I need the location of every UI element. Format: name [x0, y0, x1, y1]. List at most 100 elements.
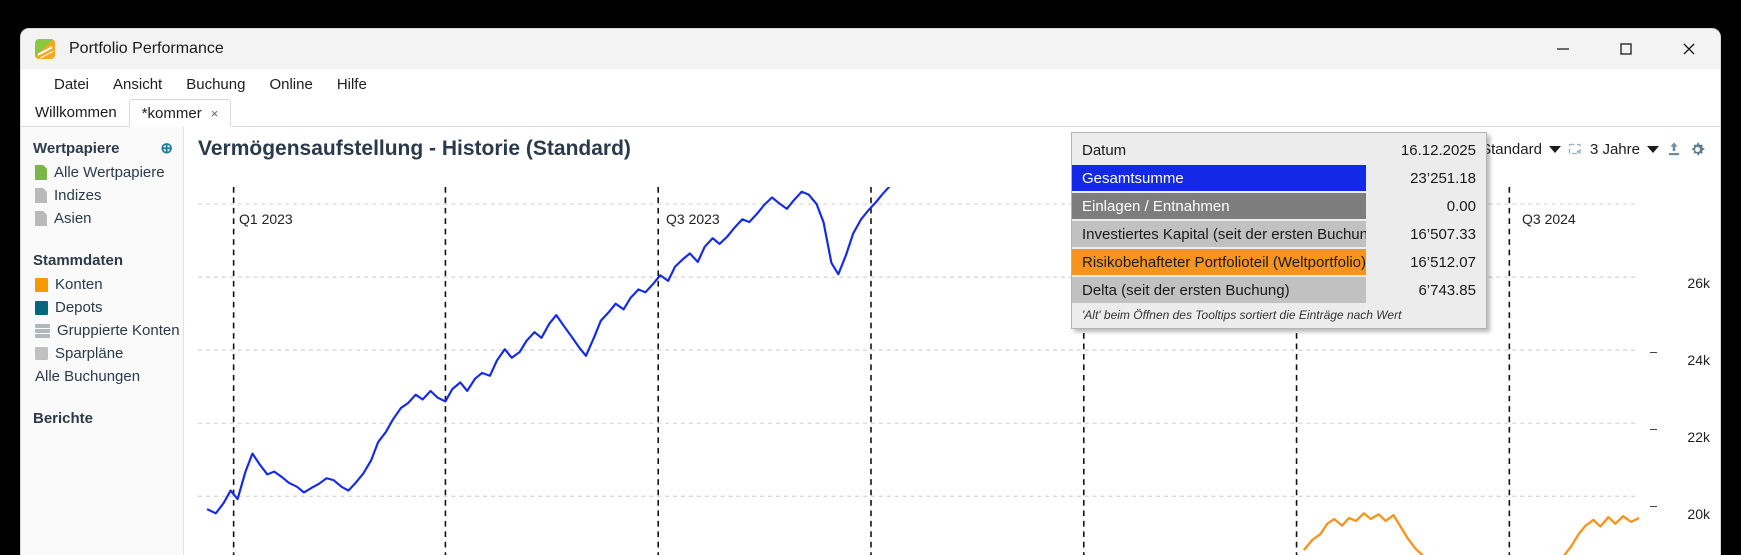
- title-bar: Portfolio Performance: [21, 29, 1720, 69]
- config-label: Standard: [1481, 140, 1542, 158]
- tooltip-label: Einlagen / Entnahmen: [1072, 193, 1366, 219]
- tooltip-row-einlagen-entnahmen: Einlagen / Entnahmen 0.00: [1072, 192, 1486, 220]
- chart-toolbar: Standard 3 Jahre: [1463, 141, 1712, 158]
- menu-item-datei[interactable]: Datei: [54, 75, 90, 93]
- box-gray-icon: [35, 347, 48, 360]
- sidebar-item-alle-buchungen[interactable]: Alle Buchungen: [21, 365, 183, 388]
- tooltip-label: Risikobehafteter Portfolioteil (Weltport…: [1072, 249, 1366, 275]
- export-icon[interactable]: [1666, 141, 1682, 157]
- chart-plot[interactable]: Q1 2023 Q3 2023 Q1 2024 Q3 2024: [198, 187, 1639, 555]
- stack-icon: [35, 324, 50, 337]
- tab-willkommen[interactable]: Willkommen: [23, 98, 129, 126]
- sidebar: Wertpapiere ⊕ Alle Wertpapiere Indizes A…: [21, 127, 184, 555]
- sidebar-item-label: Gruppierte Konten: [57, 322, 180, 339]
- tooltip-label: Gesamtsumme: [1072, 165, 1366, 191]
- sidebar-section-title: Stammdaten: [33, 252, 124, 269]
- sidebar-section-stammdaten: Stammdaten: [21, 248, 183, 273]
- menu-item-ansicht[interactable]: Ansicht: [113, 75, 163, 93]
- tooltip-row-gesamtsumme: Gesamtsumme 23’251.18: [1072, 164, 1486, 192]
- tooltip-value: 16’507.33: [1410, 225, 1476, 243]
- sidebar-item-alle-wertpapiere[interactable]: Alle Wertpapiere: [21, 161, 183, 184]
- y-tick-mark: [1650, 429, 1657, 430]
- x-tick-q3-2023: Q3 2023: [666, 211, 720, 227]
- sidebar-section-berichte: Berichte: [21, 406, 183, 431]
- x-tick-q1-2023: Q1 2023: [239, 211, 293, 227]
- add-security-icon[interactable]: ⊕: [160, 140, 173, 157]
- chart-app-icon: [35, 39, 55, 59]
- document-gray-icon: [35, 188, 47, 203]
- sidebar-item-sparplaene[interactable]: Sparpläne: [21, 342, 183, 365]
- tooltip-label: Datum: [1082, 141, 1127, 159]
- application-window: Portfolio Performance Datei Ansicht Buch…: [20, 28, 1721, 555]
- sidebar-item-konten[interactable]: Konten: [21, 273, 183, 296]
- sidebar-item-asien[interactable]: Asien: [21, 207, 183, 230]
- tooltip-footnote: 'Alt' beim Öffnen des Tooltips sortiert …: [1082, 308, 1402, 322]
- sidebar-item-label: Konten: [55, 276, 103, 293]
- book-orange-icon: [35, 277, 48, 292]
- main-header: Vermögensaufstellung - Historie (Standar…: [184, 127, 1720, 167]
- tab-kommer[interactable]: *kommer ×: [128, 99, 232, 127]
- menu-bar: Datei Ansicht Buchung Online Hilfe: [21, 69, 1720, 99]
- gear-icon[interactable]: [1689, 141, 1706, 158]
- sidebar-item-label: Depots: [55, 299, 103, 316]
- menu-item-online[interactable]: Online: [269, 75, 313, 93]
- sidebar-item-label: Sparpläne: [55, 345, 124, 362]
- page-title: Vermögensaufstellung - Historie (Standar…: [198, 137, 631, 160]
- y-tick-mark: [1650, 506, 1657, 507]
- y-tick-20k: 20k: [1687, 506, 1710, 522]
- tooltip-row-risikobehafteter-portfolioteil: Risikobehafteter Portfolioteil (Weltport…: [1072, 248, 1486, 276]
- app-title: Portfolio Performance: [69, 40, 224, 57]
- window-controls: [1531, 29, 1720, 69]
- sidebar-item-gruppierte-konten[interactable]: Gruppierte Konten: [21, 319, 183, 342]
- y-tick-24k: 24k: [1687, 352, 1710, 368]
- period-label: 3 Jahre: [1589, 140, 1640, 158]
- series-risikobehafteter-portfolioteil: [1303, 512, 1424, 555]
- tooltip-value: 0.00: [1446, 197, 1476, 215]
- main-panel: Vermögensaufstellung - Historie (Standar…: [184, 127, 1720, 555]
- sidebar-item-label: Indizes: [54, 187, 102, 204]
- tab-label: Willkommen: [35, 103, 117, 121]
- sidebar-section-title: Berichte: [33, 410, 94, 427]
- new-window-icon[interactable]: [1568, 142, 1583, 157]
- tab-label: *kommer: [141, 104, 202, 122]
- y-tick-26k: 26k: [1687, 275, 1710, 291]
- y-tick-22k: 22k: [1687, 429, 1710, 445]
- maximize-icon[interactable]: [1594, 29, 1657, 69]
- close-icon[interactable]: [1657, 29, 1720, 69]
- chart-area: Q1 2023 Q3 2023 Q1 2024 Q3 2024 26k 24k …: [184, 167, 1720, 555]
- chart-tooltip: Datum 16.12.2025 Gesamtsumme 23’251.18 E…: [1071, 132, 1487, 329]
- document-gray-icon: [35, 211, 47, 226]
- tooltip-value: 16.12.2025: [1400, 141, 1476, 159]
- tooltip-row-delta: Delta (seit der ersten Buchung) 6’743.85: [1072, 276, 1486, 304]
- menu-item-buchung[interactable]: Buchung: [186, 75, 246, 93]
- chevron-down-icon[interactable]: [1548, 145, 1561, 153]
- sidebar-item-depots[interactable]: Depots: [21, 296, 183, 319]
- series-gesamtsumme: [206, 187, 891, 515]
- chart-gridlines: [198, 203, 1639, 497]
- series-risikobehafteter-portfolioteil-2: [1563, 515, 1639, 555]
- sidebar-section-wertpapiere: Wertpapiere ⊕: [21, 135, 183, 161]
- tooltip-value: 23’251.18: [1410, 169, 1476, 187]
- tab-close-icon[interactable]: ×: [210, 105, 219, 121]
- tooltip-row-investiertes-kapital: Investiertes Kapital (seit der ersten Bu…: [1072, 220, 1486, 248]
- sidebar-item-label: Alle Buchungen: [35, 368, 141, 385]
- minimize-icon[interactable]: [1531, 29, 1594, 69]
- sidebar-section-title: Wertpapiere: [33, 139, 120, 157]
- tab-bar: Willkommen *kommer ×: [21, 99, 1720, 127]
- sidebar-item-indizes[interactable]: Indizes: [21, 184, 183, 207]
- sidebar-spacer: [21, 388, 183, 406]
- tooltip-value: 16’512.07: [1410, 253, 1476, 271]
- document-green-icon: [35, 165, 47, 180]
- y-tick-mark: [1650, 352, 1657, 353]
- menu-item-hilfe[interactable]: Hilfe: [336, 75, 367, 93]
- tooltip-label: Investiertes Kapital (seit der ersten Bu…: [1072, 221, 1366, 247]
- x-tick-q3-2024: Q3 2024: [1522, 211, 1576, 227]
- sidebar-item-label: Asien: [54, 210, 92, 227]
- sidebar-spacer: [21, 230, 183, 248]
- period-selector[interactable]: 3 Jahre: [1590, 141, 1640, 158]
- sidebar-item-label: Alle Wertpapiere: [54, 164, 165, 181]
- book-teal-icon: [35, 300, 48, 315]
- tooltip-label: Delta (seit der ersten Buchung): [1072, 277, 1366, 303]
- chevron-down-icon[interactable]: [1647, 145, 1659, 153]
